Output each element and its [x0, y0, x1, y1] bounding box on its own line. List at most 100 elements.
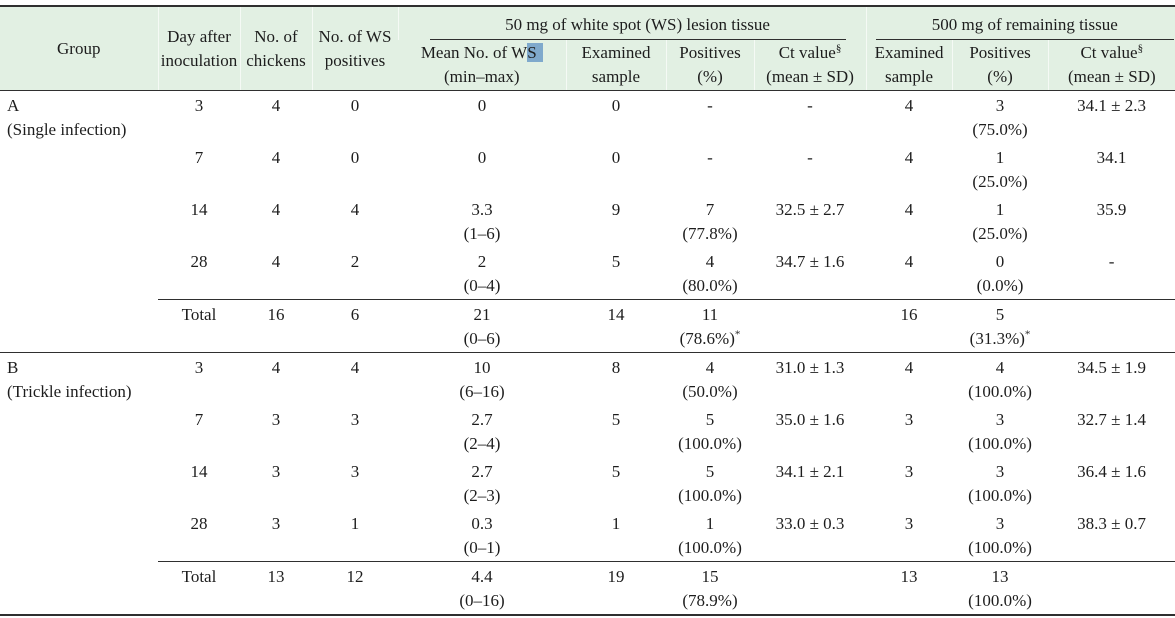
cell-value: 4: [350, 358, 360, 377]
col-header-positives-50: Positives (%): [665, 40, 754, 91]
cell-value: 1: [995, 200, 1005, 219]
cell-ex50: 5: [566, 457, 666, 509]
cell-ex50: 5: [566, 247, 666, 300]
cell-pos500: 3 (75.0%): [952, 91, 1048, 144]
cell-value: 0: [477, 96, 487, 115]
cell-value: -: [1108, 252, 1115, 271]
cell-ex50: 14: [566, 299, 666, 353]
cell-ex500: 4: [866, 247, 952, 300]
cell-value: 5: [611, 462, 621, 481]
cell-value: 7: [705, 200, 715, 219]
cell-pos50: 5 (100.0%): [666, 457, 754, 509]
cell-ct50: 34.7 ± 1.6: [754, 247, 866, 300]
cell-ct500: [1048, 299, 1175, 353]
group-name: A: [7, 96, 20, 115]
cell-mean: 2.7 (2–4): [398, 405, 566, 457]
table-row: 14 3 3 2.7 (2–3) 5 5 (100.0%) 34.1 ± 2.1 3 3 (100.0…: [0, 457, 1175, 509]
cell-subvalue: (100.0%): [968, 382, 1032, 401]
cell-value: 4: [271, 200, 281, 219]
cell-value: 34.1: [1096, 148, 1127, 167]
cell-pos50: 15 (78.9%): [666, 561, 754, 615]
cell-value: 5: [705, 462, 715, 481]
ct-500-footnote-mark: §: [1137, 42, 1144, 55]
cell-ex500: 3: [866, 457, 952, 509]
cell-value: 36.4 ± 1.6: [1077, 462, 1146, 481]
cell-day: 7: [158, 143, 240, 195]
col-header-chickens-line2: chickens: [246, 50, 306, 70]
cell-ws_pos: 6: [312, 299, 398, 353]
col-header-examined-50: Examined sample: [565, 40, 666, 91]
cell-value: 4: [995, 358, 1005, 377]
cell-ex50: 8: [566, 352, 666, 405]
cell-value: 10: [473, 358, 491, 377]
cell-ex500: 16: [866, 299, 953, 353]
col-group-50mg-lesion-tissue: 50 mg of white spot (WS) lesion tissue: [397, 6, 867, 40]
cell-ws_pos: 0: [312, 143, 398, 195]
cell-ct500: -: [1048, 247, 1175, 300]
cell-subvalue: (100.0%): [678, 538, 742, 557]
cell-value: 4: [350, 200, 360, 219]
cell-ex500: 3: [866, 405, 952, 457]
cell-value: 14: [190, 200, 208, 219]
cell-day: 3: [158, 352, 240, 405]
cell-value: 34.1 ± 2.1: [775, 462, 845, 481]
significance-asterisk: *: [1024, 328, 1031, 341]
cell-ex500: 13: [866, 561, 953, 615]
cell-value: 34.7 ± 1.6: [775, 252, 845, 271]
significance-asterisk: *: [734, 328, 741, 341]
cell-value: 16: [900, 305, 918, 324]
total-row: Total 13 12 4.4 (0–16) 19 15 (78.9%) 13 13 (100.0%…: [0, 561, 1175, 615]
cell-mean: 0: [398, 143, 566, 195]
cell-value: 1: [705, 514, 715, 533]
positives-50-line2: (%): [697, 67, 723, 86]
cell-mean: 10 (6–16): [398, 352, 566, 405]
cell-subvalue: (50.0%): [682, 382, 738, 401]
col-header-ct-50: Ct value§ (mean ± SD): [753, 40, 867, 91]
cell-value: -: [707, 148, 713, 167]
cell-ct50: 34.1 ± 2.1: [754, 457, 866, 509]
col-header-day-line2: inoculation: [160, 50, 238, 70]
cell-value: 4: [904, 358, 914, 377]
cell-chickens: 16: [240, 299, 312, 353]
cell-subvalue: (0–1): [463, 538, 501, 557]
cell-subvalue-text: (78.9%): [682, 591, 738, 610]
examined-50-line2: sample: [591, 67, 641, 86]
cell-pos500: 3 (100.0%): [952, 509, 1048, 562]
cell-chickens: 4: [240, 352, 312, 405]
cell-value: Total: [181, 305, 217, 324]
cell-value: 4: [904, 252, 914, 271]
cell-ct50: -: [754, 143, 866, 195]
col-header-day: Day after inoculation: [157, 6, 240, 91]
cell-value: 4: [705, 358, 715, 377]
col-header-day-line1: Day after: [167, 26, 231, 46]
cell-value: 0: [477, 148, 487, 167]
cell-value: 1: [611, 514, 621, 533]
cell-mean: 0: [398, 91, 566, 144]
cell-value: 3.3: [471, 200, 493, 219]
cell-pos50: 1 (100.0%): [666, 509, 754, 562]
cell-pos500: 0 (0.0%): [952, 247, 1048, 300]
cell-chickens: 4: [240, 91, 312, 144]
cell-pos500: 3 (100.0%): [952, 457, 1048, 509]
cell-subvalue: (1–6): [463, 224, 501, 243]
cell-value: 19: [607, 567, 625, 586]
cell-value: 5: [611, 252, 621, 271]
cell-value: 14: [607, 305, 625, 324]
cell-subvalue: (77.8%): [682, 224, 738, 243]
cell-value: 2.7: [471, 462, 493, 481]
cell-value: 4: [904, 148, 914, 167]
ct-50-text: Ct value: [778, 43, 836, 62]
col-header-mean-ws: Mean No. of WS (min–max): [398, 40, 566, 91]
cell-ex50: 0: [566, 91, 666, 144]
cell-day: 14: [158, 457, 240, 509]
cell-mean: 4.4 (0–16): [398, 561, 566, 615]
examined-50-line1: Examined: [581, 43, 651, 62]
cell-subvalue: (100.0%): [968, 486, 1032, 505]
total-label: Total: [158, 299, 240, 353]
cell-pos500: 4 (100.0%): [952, 352, 1049, 405]
col-header-ct-500: Ct value§ (mean ± SD): [1047, 40, 1175, 91]
cell-subvalue: (0–4): [463, 276, 501, 295]
group-subname: (Single infection): [7, 120, 127, 139]
table-row: 28 4 2 2 (0–4) 5 4 (80.0%) 34.7 ± 1.6 4 0 (0.0%) -: [0, 247, 1175, 300]
cell-ex500: 4: [866, 352, 953, 405]
